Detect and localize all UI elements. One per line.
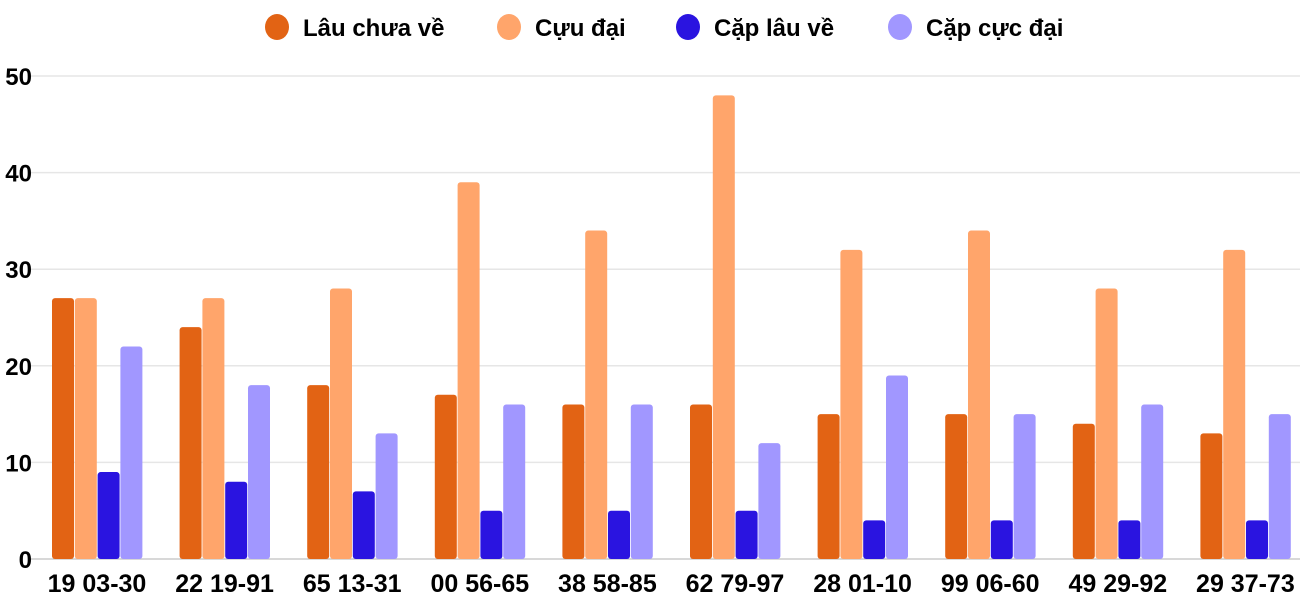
legend-label: Lâu chưa về bbox=[303, 15, 444, 42]
bar-1-1 bbox=[202, 298, 225, 559]
bar-4-0 bbox=[562, 404, 585, 559]
y-tick-label: 0 bbox=[19, 547, 32, 574]
bar-1-0 bbox=[179, 327, 202, 559]
x-tick-label: 19 03-30 bbox=[48, 570, 147, 598]
bar-8-2 bbox=[1118, 520, 1141, 559]
bar-7-0 bbox=[945, 414, 968, 559]
bar-1-3 bbox=[248, 385, 270, 559]
y-tick-label: 40 bbox=[5, 161, 32, 188]
bar-0-0 bbox=[52, 298, 74, 559]
bar-7-1 bbox=[968, 230, 990, 559]
x-tick-label: 22 19-91 bbox=[175, 570, 274, 598]
bar-2-1 bbox=[330, 288, 352, 559]
bar-0-1 bbox=[74, 298, 97, 559]
x-tick-label: 99 06-60 bbox=[941, 570, 1040, 598]
bar-6-0 bbox=[817, 414, 840, 559]
bar-5-3 bbox=[758, 443, 781, 559]
bars bbox=[52, 95, 1291, 559]
bar-9-0 bbox=[1200, 433, 1223, 559]
y-axis-ticks: 0 10 20 30 40 50 bbox=[5, 64, 32, 574]
bar-6-2 bbox=[863, 520, 886, 559]
legend: Lâu chưa về Cựu đại Cặp lâu về Cặp cực đại bbox=[265, 14, 1063, 42]
bar-8-3 bbox=[1141, 404, 1164, 559]
bar-5-2 bbox=[735, 510, 758, 559]
bar-2-2 bbox=[352, 491, 375, 559]
bar-6-1 bbox=[840, 249, 863, 559]
y-tick-label: 30 bbox=[5, 257, 32, 284]
legend-marker-1 bbox=[497, 14, 521, 40]
bar-8-1 bbox=[1095, 288, 1118, 559]
y-tick-label: 10 bbox=[5, 450, 32, 477]
bar-2-0 bbox=[307, 385, 330, 559]
bar-5-1 bbox=[712, 95, 735, 559]
bar-9-3 bbox=[1268, 414, 1291, 559]
bar-4-2 bbox=[608, 510, 630, 559]
x-tick-label: 62 79-97 bbox=[686, 570, 785, 598]
x-tick-label: 65 13-31 bbox=[303, 570, 402, 598]
bar-3-1 bbox=[457, 182, 480, 559]
y-tick-label: 20 bbox=[5, 354, 32, 381]
bar-1-2 bbox=[225, 481, 248, 559]
bar-0-2 bbox=[97, 472, 120, 559]
bar-3-3 bbox=[503, 404, 526, 559]
bar-0-3 bbox=[120, 346, 143, 559]
legend-label: Cặp cực đại bbox=[926, 15, 1063, 42]
bar-4-1 bbox=[585, 230, 608, 559]
legend-label: Cựu đại bbox=[535, 15, 626, 42]
legend-marker-2 bbox=[676, 14, 700, 40]
bar-3-0 bbox=[434, 394, 457, 559]
bar-2-3 bbox=[375, 433, 398, 559]
x-tick-label: 29 37-73 bbox=[1196, 570, 1295, 598]
y-tick-label: 50 bbox=[5, 64, 32, 91]
x-tick-label: 38 58-85 bbox=[558, 570, 657, 598]
bar-9-1 bbox=[1223, 249, 1246, 559]
legend-marker-0 bbox=[265, 14, 289, 40]
legend-label: Cặp lâu về bbox=[714, 15, 834, 42]
legend-marker-3 bbox=[888, 14, 912, 40]
bar-3-2 bbox=[480, 510, 503, 559]
bar-6-3 bbox=[886, 375, 908, 559]
bar-8-0 bbox=[1072, 423, 1095, 559]
bar-7-2 bbox=[990, 520, 1013, 559]
x-axis-ticks: 19 03-30 22 19-91 65 13-31 00 56-65 38 58-85… bbox=[48, 570, 1295, 598]
bar-9-2 bbox=[1246, 520, 1268, 559]
bar-5-0 bbox=[690, 404, 712, 559]
x-tick-label: 28 01-10 bbox=[813, 570, 912, 598]
bar-7-3 bbox=[1013, 414, 1036, 559]
bar-4-3 bbox=[630, 404, 653, 559]
x-tick-label: 49 29-92 bbox=[1068, 570, 1167, 598]
x-tick-label: 00 56-65 bbox=[430, 570, 529, 598]
